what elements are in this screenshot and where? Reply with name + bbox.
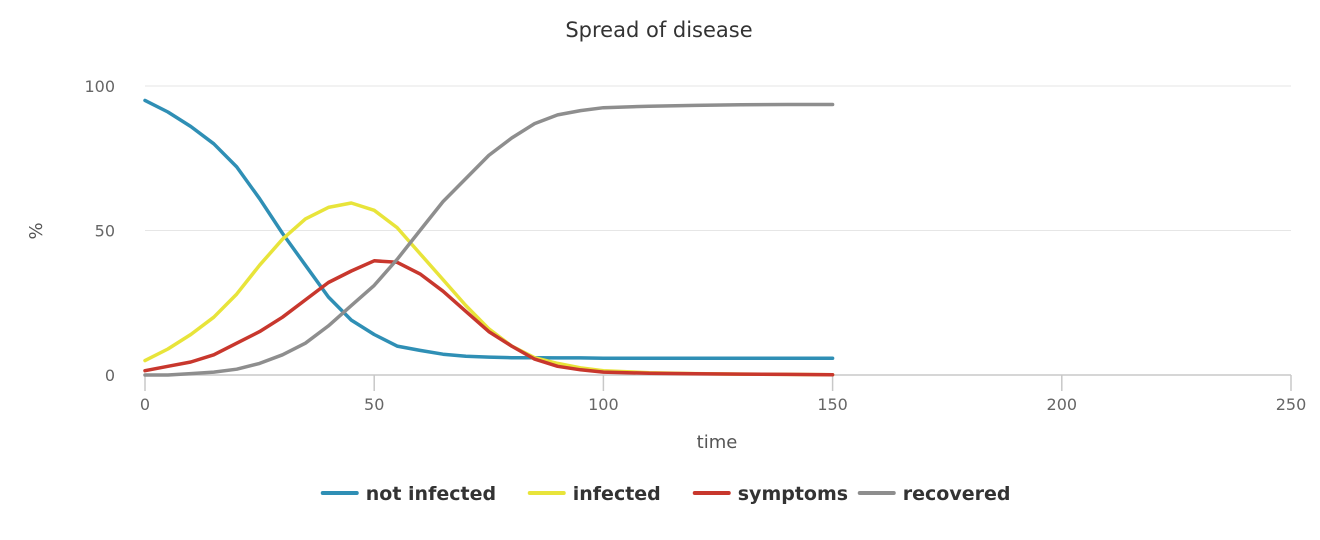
x-tick-label: 0: [140, 395, 150, 414]
legend-item-not-infected[interactable]: not infected: [320, 483, 496, 505]
x-tick-label: 250: [1276, 395, 1307, 414]
x-tick-label: 100: [588, 395, 619, 414]
series-line-not-infected: [143, 98, 835, 360]
y-axis-label: %: [26, 222, 47, 239]
series-line-recovered: [143, 102, 835, 377]
chart-title: Spread of disease: [565, 18, 752, 42]
legend-item-infected[interactable]: infected: [527, 483, 661, 505]
series-line-infected: [143, 201, 835, 377]
x-tick-label: 200: [1047, 395, 1078, 414]
y-tick-label: 50: [95, 222, 115, 241]
y-axis-ticks: 0 50 100: [84, 77, 115, 385]
legend: not infected infected symptoms recovered: [320, 483, 1011, 505]
series-lines: [143, 98, 835, 377]
legend-label: recovered: [903, 483, 1011, 505]
legend-item-recovered[interactable]: recovered: [857, 483, 1011, 505]
axes: [144, 374, 1292, 391]
grid: [145, 85, 1291, 231]
series-line-symptoms: [143, 259, 835, 377]
x-tick-label: 150: [817, 395, 848, 414]
x-tick-label: 50: [364, 395, 384, 414]
y-tick-label: 100: [84, 77, 115, 96]
legend-label: infected: [573, 483, 661, 505]
legend-label: symptoms: [738, 483, 848, 505]
y-tick-label: 0: [105, 366, 115, 385]
legend-label: not infected: [366, 483, 496, 505]
x-axis-label: time: [697, 432, 738, 453]
legend-item-symptoms[interactable]: symptoms: [692, 483, 848, 505]
x-axis-ticks: 0 50 100 150 200 250: [140, 395, 1306, 414]
